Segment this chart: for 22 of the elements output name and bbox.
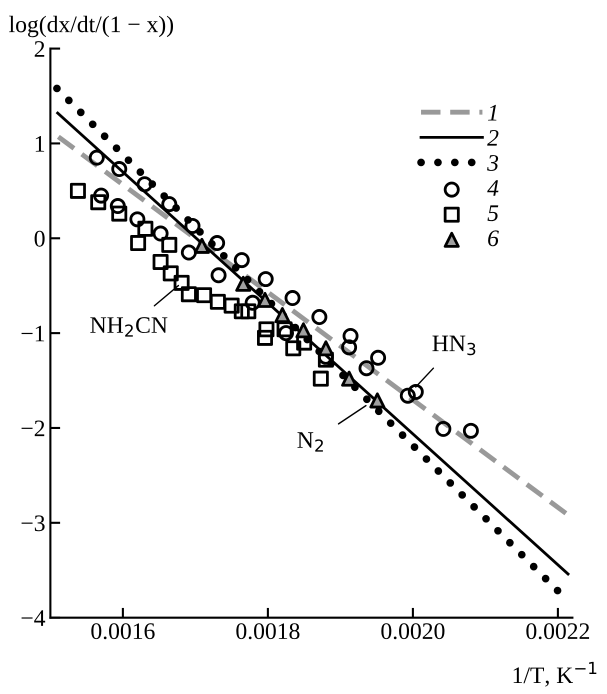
y-tick-label: −2 [22, 420, 44, 436]
x-tick-label: 0.0016 [91, 623, 155, 640]
x-axis-title: 1/T, K$^{−1}$ [514, 662, 596, 687]
x-tick-label: 0.0020 [381, 623, 444, 640]
y-tick-label: 1 [36, 136, 44, 152]
y-tick-label: −3 [22, 515, 45, 532]
legend-label: 4 [487, 180, 498, 196]
y-axis-title: log(dx/dt/(1 − x)) [9, 16, 174, 38]
y-tick-label: 2 [34, 41, 44, 57]
annotation: NH$_{2}$CN [90, 317, 168, 337]
legend-label: 3 [487, 155, 498, 171]
legend-label: 6 [488, 230, 499, 246]
annotation: N$_{2}$ [297, 432, 323, 452]
y-tick-label: 0 [34, 230, 45, 247]
legend-label: 5 [488, 205, 498, 222]
legend-label: 1 [488, 104, 496, 121]
annotation: HN$_{3}$ [432, 336, 476, 356]
x-tick-label: 0.0018 [236, 623, 300, 640]
y-tick-label: −1 [22, 326, 44, 342]
x-tick-label: 0.0022 [526, 623, 590, 640]
y-tick-label: −4 [22, 610, 46, 626]
legend-label: 2 [487, 130, 498, 146]
